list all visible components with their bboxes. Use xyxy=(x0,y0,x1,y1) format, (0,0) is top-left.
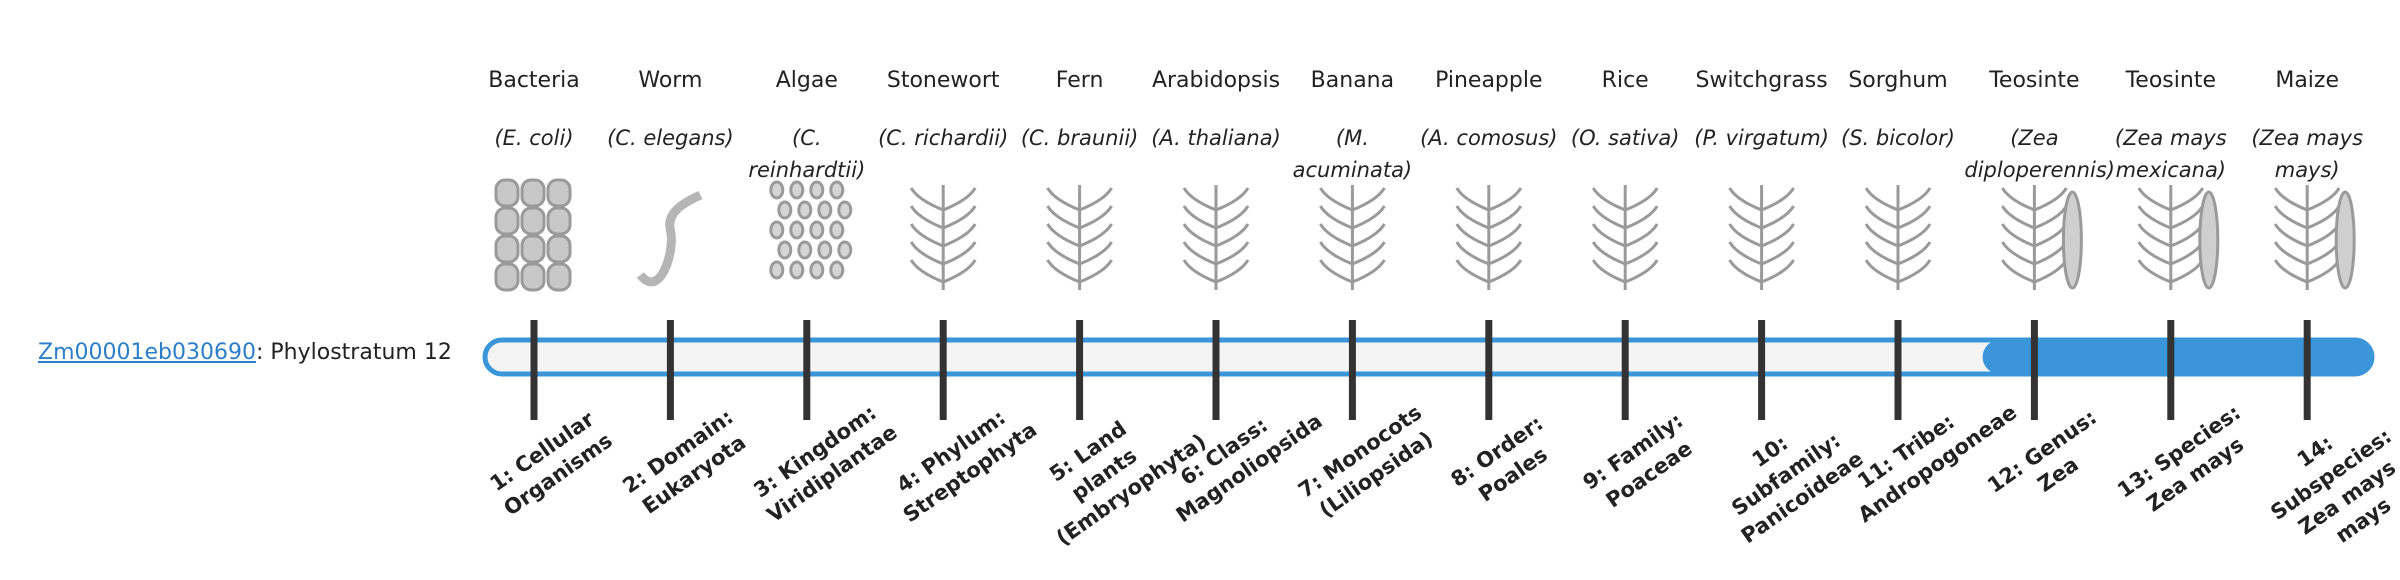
gene-link[interactable]: Zm00001eb030690 xyxy=(38,340,256,365)
organism-image xyxy=(1319,185,1386,290)
stratum-number: 12 xyxy=(423,340,452,365)
organism-name: Arabidopsis xyxy=(1151,68,1281,93)
organism-image xyxy=(636,190,703,287)
organism-name: Fern xyxy=(1055,68,1104,93)
organism-image xyxy=(769,180,853,280)
species-name: (E. coli) xyxy=(494,126,574,150)
organism-name: Maize xyxy=(2275,68,2340,93)
species-name: (M. acuminata) xyxy=(1292,126,1413,182)
separator: : xyxy=(255,340,264,365)
organism-image xyxy=(1455,185,1523,290)
organism-name: Stonewort xyxy=(886,68,1000,93)
organism-image xyxy=(1182,185,1250,290)
organism-name: Worm xyxy=(638,68,703,93)
organism-name: Algae xyxy=(775,68,838,93)
organism-image xyxy=(2001,185,2083,290)
organism-name: Rice xyxy=(1601,68,1649,93)
organism-name: Switchgrass xyxy=(1695,68,1828,93)
organism-image xyxy=(1728,185,1795,290)
organism-image xyxy=(1864,185,1932,290)
organism-name: Banana xyxy=(1310,68,1395,93)
organism-image xyxy=(2273,185,2356,290)
gene-label: Zm00001eb030690: Phylostratum 12 xyxy=(38,340,452,365)
species-name: (O. sativa) xyxy=(1570,126,1680,150)
species-name: (C. elegans) xyxy=(607,126,734,150)
organism-image xyxy=(1046,185,1113,290)
species-name: (P. virgatum) xyxy=(1694,126,1829,150)
organism-image xyxy=(494,178,572,292)
organism-image xyxy=(1591,185,1659,290)
organism-name: Teosinte xyxy=(1989,68,2080,93)
stratum-label: Phylostratum xyxy=(270,340,417,365)
species-name: (C. richardii) xyxy=(878,126,1009,150)
organism-name: Sorghum xyxy=(1848,68,1948,93)
organism-name: Pineapple xyxy=(1435,68,1543,93)
species-name: (A. comosus) xyxy=(1420,126,1558,150)
species-name: (Zea diploperennis) xyxy=(1964,126,2115,182)
species-name: (C. braunii) xyxy=(1020,126,1139,150)
species-name: (Zea mays mexicana) xyxy=(2114,126,2227,182)
organism-image xyxy=(2137,185,2220,290)
species-name: (A. thaliana) xyxy=(1151,126,1281,150)
species-name: (C. reinhardtii) xyxy=(748,126,866,182)
organism-image xyxy=(909,185,977,290)
organism-name: Teosinte xyxy=(2125,68,2216,93)
organism-name: Bacteria xyxy=(488,68,580,93)
bar-fill xyxy=(1982,340,2372,374)
species-name: (Zea mays mays) xyxy=(2251,126,2364,182)
species-name: (S. bicolor) xyxy=(1841,126,1955,150)
